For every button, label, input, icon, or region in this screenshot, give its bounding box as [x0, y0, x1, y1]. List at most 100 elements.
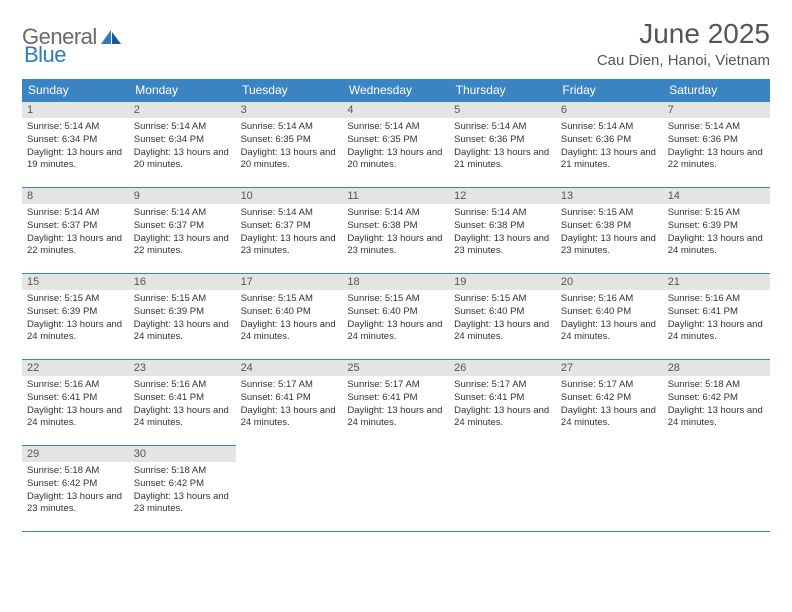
day-number: 21 — [663, 274, 770, 290]
calendar-week-row: 1Sunrise: 5:14 AMSunset: 6:34 PMDaylight… — [22, 102, 770, 188]
day-details: Sunrise: 5:15 AMSunset: 6:40 PMDaylight:… — [342, 290, 449, 348]
day-details: Sunrise: 5:17 AMSunset: 6:41 PMDaylight:… — [236, 376, 343, 434]
day-number: 22 — [22, 360, 129, 376]
weekday-header: Tuesday — [236, 79, 343, 102]
calendar-day-cell: 17Sunrise: 5:15 AMSunset: 6:40 PMDayligh… — [236, 274, 343, 360]
day-number: 1 — [22, 102, 129, 118]
weekday-header: Saturday — [663, 79, 770, 102]
day-number: 17 — [236, 274, 343, 290]
day-number: 25 — [342, 360, 449, 376]
calendar-day-cell: 13Sunrise: 5:15 AMSunset: 6:38 PMDayligh… — [556, 188, 663, 274]
day-details: Sunrise: 5:14 AMSunset: 6:36 PMDaylight:… — [449, 118, 556, 176]
brand-sail-icon — [100, 29, 122, 45]
day-number: 13 — [556, 188, 663, 204]
day-number: 29 — [22, 446, 129, 462]
day-details: Sunrise: 5:15 AMSunset: 6:39 PMDaylight:… — [663, 204, 770, 262]
calendar-page: General June 2025 Cau Dien, Hanoi, Vietn… — [0, 0, 792, 550]
day-number: 14 — [663, 188, 770, 204]
day-details: Sunrise: 5:14 AMSunset: 6:38 PMDaylight:… — [449, 204, 556, 262]
day-number: 23 — [129, 360, 236, 376]
calendar-day-cell: 6Sunrise: 5:14 AMSunset: 6:36 PMDaylight… — [556, 102, 663, 188]
calendar-day-cell: 20Sunrise: 5:16 AMSunset: 6:40 PMDayligh… — [556, 274, 663, 360]
day-number: 6 — [556, 102, 663, 118]
calendar-day-cell: 10Sunrise: 5:14 AMSunset: 6:37 PMDayligh… — [236, 188, 343, 274]
page-header: General June 2025 Cau Dien, Hanoi, Vietn… — [22, 18, 770, 69]
calendar-week-row: 8Sunrise: 5:14 AMSunset: 6:37 PMDaylight… — [22, 188, 770, 274]
month-title: June 2025 — [597, 18, 770, 50]
day-number: 4 — [342, 102, 449, 118]
day-details: Sunrise: 5:14 AMSunset: 6:38 PMDaylight:… — [342, 204, 449, 262]
calendar-day-cell: 1Sunrise: 5:14 AMSunset: 6:34 PMDaylight… — [22, 102, 129, 188]
calendar-day-cell: 28Sunrise: 5:18 AMSunset: 6:42 PMDayligh… — [663, 360, 770, 446]
day-details: Sunrise: 5:16 AMSunset: 6:41 PMDaylight:… — [22, 376, 129, 434]
calendar-day-cell: 25Sunrise: 5:17 AMSunset: 6:41 PMDayligh… — [342, 360, 449, 446]
calendar-day-cell: 2Sunrise: 5:14 AMSunset: 6:34 PMDaylight… — [129, 102, 236, 188]
weekday-header: Monday — [129, 79, 236, 102]
calendar-day-cell: 24Sunrise: 5:17 AMSunset: 6:41 PMDayligh… — [236, 360, 343, 446]
day-details: Sunrise: 5:14 AMSunset: 6:37 PMDaylight:… — [129, 204, 236, 262]
day-number: 10 — [236, 188, 343, 204]
calendar-day-cell: 14Sunrise: 5:15 AMSunset: 6:39 PMDayligh… — [663, 188, 770, 274]
day-number: 5 — [449, 102, 556, 118]
calendar-day-cell: 8Sunrise: 5:14 AMSunset: 6:37 PMDaylight… — [22, 188, 129, 274]
day-details: Sunrise: 5:14 AMSunset: 6:34 PMDaylight:… — [22, 118, 129, 176]
calendar-day-cell: 7Sunrise: 5:14 AMSunset: 6:36 PMDaylight… — [663, 102, 770, 188]
calendar-day-cell — [236, 446, 343, 532]
calendar-week-row: 22Sunrise: 5:16 AMSunset: 6:41 PMDayligh… — [22, 360, 770, 446]
day-number: 19 — [449, 274, 556, 290]
day-number: 2 — [129, 102, 236, 118]
title-block: June 2025 Cau Dien, Hanoi, Vietnam — [597, 18, 770, 69]
day-number: 8 — [22, 188, 129, 204]
calendar-day-cell: 27Sunrise: 5:17 AMSunset: 6:42 PMDayligh… — [556, 360, 663, 446]
day-number: 30 — [129, 446, 236, 462]
calendar-day-cell: 4Sunrise: 5:14 AMSunset: 6:35 PMDaylight… — [342, 102, 449, 188]
day-details: Sunrise: 5:17 AMSunset: 6:41 PMDaylight:… — [449, 376, 556, 434]
calendar-day-cell: 12Sunrise: 5:14 AMSunset: 6:38 PMDayligh… — [449, 188, 556, 274]
calendar-day-cell: 23Sunrise: 5:16 AMSunset: 6:41 PMDayligh… — [129, 360, 236, 446]
brand-blue: Blue — [24, 42, 66, 67]
day-number: 7 — [663, 102, 770, 118]
day-number: 12 — [449, 188, 556, 204]
calendar-day-cell: 15Sunrise: 5:15 AMSunset: 6:39 PMDayligh… — [22, 274, 129, 360]
day-number: 15 — [22, 274, 129, 290]
weekday-header: Sunday — [22, 79, 129, 102]
day-details: Sunrise: 5:14 AMSunset: 6:36 PMDaylight:… — [556, 118, 663, 176]
calendar-day-cell: 22Sunrise: 5:16 AMSunset: 6:41 PMDayligh… — [22, 360, 129, 446]
calendar-day-cell: 9Sunrise: 5:14 AMSunset: 6:37 PMDaylight… — [129, 188, 236, 274]
calendar-day-cell: 29Sunrise: 5:18 AMSunset: 6:42 PMDayligh… — [22, 446, 129, 532]
day-number: 16 — [129, 274, 236, 290]
calendar-day-cell: 19Sunrise: 5:15 AMSunset: 6:40 PMDayligh… — [449, 274, 556, 360]
day-details: Sunrise: 5:18 AMSunset: 6:42 PMDaylight:… — [129, 462, 236, 520]
day-details: Sunrise: 5:15 AMSunset: 6:39 PMDaylight:… — [22, 290, 129, 348]
day-details: Sunrise: 5:15 AMSunset: 6:40 PMDaylight:… — [236, 290, 343, 348]
day-number: 27 — [556, 360, 663, 376]
day-details: Sunrise: 5:14 AMSunset: 6:37 PMDaylight:… — [236, 204, 343, 262]
day-details: Sunrise: 5:18 AMSunset: 6:42 PMDaylight:… — [22, 462, 129, 520]
calendar-day-cell: 11Sunrise: 5:14 AMSunset: 6:38 PMDayligh… — [342, 188, 449, 274]
calendar-day-cell: 30Sunrise: 5:18 AMSunset: 6:42 PMDayligh… — [129, 446, 236, 532]
day-details: Sunrise: 5:14 AMSunset: 6:36 PMDaylight:… — [663, 118, 770, 176]
calendar-week-row: 29Sunrise: 5:18 AMSunset: 6:42 PMDayligh… — [22, 446, 770, 532]
day-number: 18 — [342, 274, 449, 290]
day-number: 3 — [236, 102, 343, 118]
day-number: 11 — [342, 188, 449, 204]
day-number: 24 — [236, 360, 343, 376]
day-number: 9 — [129, 188, 236, 204]
calendar-week-row: 15Sunrise: 5:15 AMSunset: 6:39 PMDayligh… — [22, 274, 770, 360]
calendar-head: SundayMondayTuesdayWednesdayThursdayFrid… — [22, 79, 770, 102]
calendar-day-cell: 18Sunrise: 5:15 AMSunset: 6:40 PMDayligh… — [342, 274, 449, 360]
weekday-header: Thursday — [449, 79, 556, 102]
calendar-day-cell — [556, 446, 663, 532]
calendar-day-cell: 5Sunrise: 5:14 AMSunset: 6:36 PMDaylight… — [449, 102, 556, 188]
day-details: Sunrise: 5:18 AMSunset: 6:42 PMDaylight:… — [663, 376, 770, 434]
day-number: 28 — [663, 360, 770, 376]
calendar-day-cell: 21Sunrise: 5:16 AMSunset: 6:41 PMDayligh… — [663, 274, 770, 360]
calendar-day-cell — [342, 446, 449, 532]
day-number: 20 — [556, 274, 663, 290]
day-details: Sunrise: 5:16 AMSunset: 6:41 PMDaylight:… — [129, 376, 236, 434]
weekday-header: Friday — [556, 79, 663, 102]
location-text: Cau Dien, Hanoi, Vietnam — [597, 52, 770, 69]
calendar-table: SundayMondayTuesdayWednesdayThursdayFrid… — [22, 79, 770, 532]
calendar-day-cell — [449, 446, 556, 532]
calendar-day-cell: 16Sunrise: 5:15 AMSunset: 6:39 PMDayligh… — [129, 274, 236, 360]
